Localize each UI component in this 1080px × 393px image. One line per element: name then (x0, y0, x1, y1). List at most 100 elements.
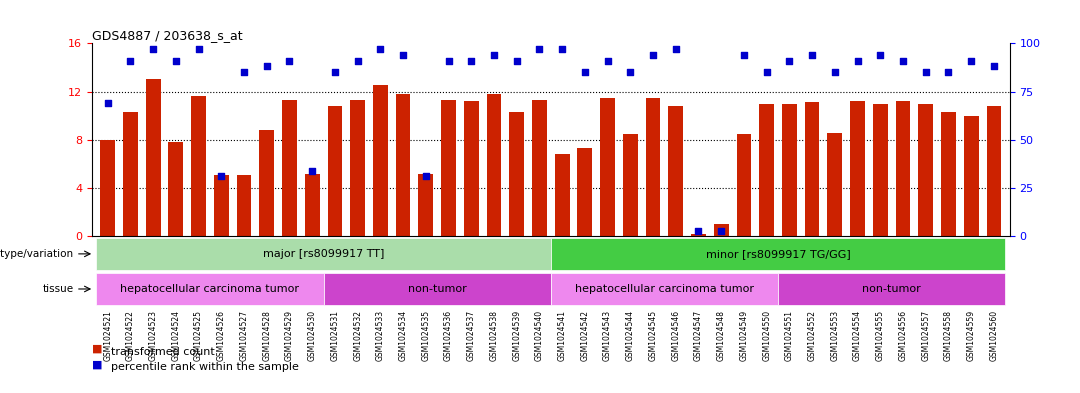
Point (667, 46, 685, 52)
Point (145, 46, 162, 52)
Point (303, 167, 321, 174)
FancyBboxPatch shape (96, 238, 551, 270)
Text: GSM1024558: GSM1024558 (944, 310, 953, 361)
Text: GSM1024544: GSM1024544 (625, 310, 635, 361)
Text: GSM1024560: GSM1024560 (989, 310, 998, 361)
Text: GSM1024553: GSM1024553 (831, 310, 839, 361)
Text: GSM1024551: GSM1024551 (785, 310, 794, 361)
Bar (623, 134, 637, 236)
Bar (646, 97, 661, 236)
Text: GSM1024532: GSM1024532 (353, 310, 362, 361)
Text: GSM1024559: GSM1024559 (967, 310, 975, 361)
Text: GSM1024537: GSM1024537 (467, 310, 476, 361)
Point (758, 69, 775, 75)
Text: GSM1024540: GSM1024540 (535, 310, 544, 361)
Bar (532, 100, 546, 236)
Bar (782, 104, 797, 236)
Point (349, 57, 366, 64)
Bar (850, 101, 865, 236)
Bar (555, 154, 569, 236)
Point (190, 46, 207, 52)
Text: hepatocellular carcinoma tumor: hepatocellular carcinoma tumor (575, 284, 754, 294)
Bar (827, 132, 842, 236)
Point (417, 173, 434, 180)
Bar (487, 94, 501, 236)
Text: GSM1024547: GSM1024547 (694, 310, 703, 361)
Bar (737, 134, 752, 236)
Point (849, 57, 866, 64)
FancyBboxPatch shape (96, 273, 324, 305)
Bar (669, 106, 684, 236)
Text: GSM1024541: GSM1024541 (557, 310, 567, 361)
Bar (600, 97, 615, 236)
Point (235, 69, 253, 75)
Text: GSM1024535: GSM1024535 (421, 310, 430, 361)
Point (258, 63, 275, 70)
Text: GSM1024536: GSM1024536 (444, 310, 453, 361)
Text: GSM1024543: GSM1024543 (603, 310, 612, 361)
Text: tissue: tissue (42, 284, 73, 294)
Point (485, 51, 502, 58)
Point (599, 57, 617, 64)
Bar (327, 106, 342, 236)
Text: GSM1024526: GSM1024526 (217, 310, 226, 361)
Text: non-tumor: non-tumor (862, 284, 921, 294)
Text: GSM1024548: GSM1024548 (717, 310, 726, 361)
Point (804, 51, 821, 58)
Text: non-tumor: non-tumor (408, 284, 467, 294)
Point (167, 57, 185, 64)
Bar (941, 112, 956, 236)
Bar (510, 112, 524, 236)
Point (894, 57, 912, 64)
Text: GSM1024523: GSM1024523 (149, 310, 158, 361)
Bar (282, 100, 297, 236)
Point (530, 46, 548, 52)
Text: GSM1024545: GSM1024545 (649, 310, 658, 361)
Point (645, 51, 662, 58)
Bar (986, 106, 1001, 236)
Bar (259, 130, 274, 236)
Point (440, 57, 457, 64)
Point (462, 57, 480, 64)
Point (394, 51, 411, 58)
Bar (305, 174, 320, 236)
FancyBboxPatch shape (778, 273, 1005, 305)
Bar (214, 175, 229, 236)
Point (735, 51, 753, 58)
Text: GSM1024530: GSM1024530 (308, 310, 316, 361)
Point (781, 57, 798, 64)
Bar (100, 140, 116, 236)
Text: GSM1024525: GSM1024525 (194, 310, 203, 361)
FancyBboxPatch shape (551, 238, 1005, 270)
Point (99, 100, 117, 106)
Text: genotype/variation: genotype/variation (0, 249, 73, 259)
Point (917, 69, 934, 75)
Bar (350, 100, 365, 236)
Text: GSM1024538: GSM1024538 (489, 310, 499, 361)
Bar (759, 104, 774, 236)
Text: ■: ■ (92, 344, 106, 354)
Bar (191, 96, 206, 236)
Bar (123, 112, 138, 236)
Text: minor [rs8099917 TG/GG]: minor [rs8099917 TG/GG] (705, 249, 850, 259)
Point (577, 69, 594, 75)
Text: GSM1024546: GSM1024546 (672, 310, 680, 361)
Text: ■: ■ (92, 360, 106, 369)
Point (940, 69, 957, 75)
Bar (441, 100, 456, 236)
Bar (146, 79, 161, 236)
FancyBboxPatch shape (324, 273, 551, 305)
Point (713, 228, 730, 234)
Text: GSM1024539: GSM1024539 (512, 310, 522, 361)
Bar (963, 116, 978, 236)
Point (326, 69, 343, 75)
Text: GSM1024528: GSM1024528 (262, 310, 271, 361)
Text: GSM1024521: GSM1024521 (104, 310, 112, 361)
Point (122, 57, 139, 64)
Text: percentile rank within the sample: percentile rank within the sample (111, 362, 299, 373)
Text: transformed count: transformed count (111, 347, 215, 357)
Point (962, 57, 980, 64)
Text: GSM1024552: GSM1024552 (808, 310, 816, 361)
Bar (464, 101, 478, 236)
Point (622, 69, 639, 75)
